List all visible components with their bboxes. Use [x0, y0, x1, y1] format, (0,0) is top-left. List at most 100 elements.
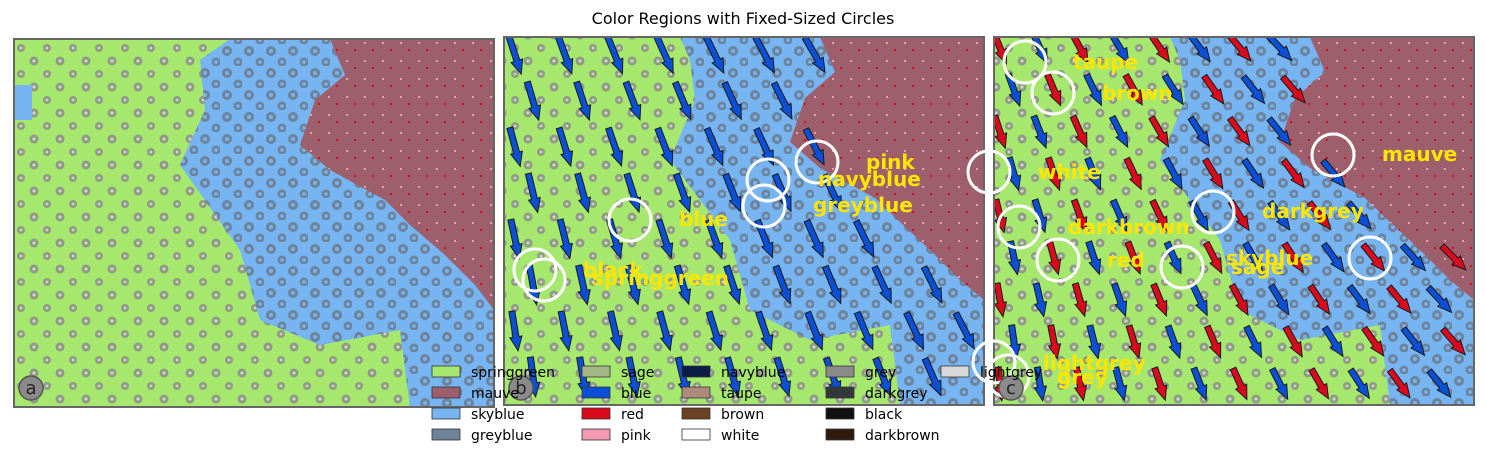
- label-mauve: mauve: [1382, 142, 1457, 166]
- arrow-blue: [1241, 157, 1265, 190]
- arrow-red: [1125, 324, 1142, 360]
- figure-title: Color Regions with Fixed-Sized Circles: [592, 9, 895, 28]
- label-red: red: [1107, 248, 1145, 272]
- legend-label-navyblue: navyblue: [721, 365, 785, 381]
- arrow-blue: [1187, 115, 1210, 148]
- arrow-blue: [802, 127, 825, 166]
- arrow-blue: [575, 264, 591, 306]
- arrow-red: [1306, 200, 1332, 231]
- arrow-red: [1043, 72, 1062, 107]
- legend-swatch-brown: [681, 407, 711, 420]
- arrow-blue: [821, 264, 842, 305]
- legend-label-grey: grey: [865, 365, 896, 381]
- legend-label-black: black: [865, 407, 903, 423]
- arrow-blue: [903, 310, 925, 351]
- arrow-blue: [555, 126, 574, 168]
- legend-swatch-greyblue: [431, 428, 461, 441]
- arrow-red: [1307, 283, 1331, 316]
- arrow-red: [1047, 324, 1062, 360]
- legend: springgreen mauve skyblue greyblue sage blue r…: [431, 365, 1042, 444]
- arrow-red: [1226, 115, 1251, 147]
- panel-c-tag: c: [1006, 378, 1016, 399]
- arrow-red: [1044, 156, 1062, 192]
- arrow-blue: [1242, 241, 1264, 274]
- arrow-blue: [654, 126, 674, 167]
- panel-b: [504, 37, 984, 405]
- arrow-red: [1439, 243, 1467, 271]
- arrow-blue: [1267, 199, 1291, 231]
- arrow-blue: [1347, 367, 1370, 400]
- arrow-blue: [1032, 282, 1048, 318]
- arrow-blue: [952, 311, 975, 350]
- arrow-blue: [1243, 324, 1263, 359]
- arrow-red: [994, 114, 1008, 150]
- arrow-blue: [755, 310, 774, 352]
- circles-b: [512, 139, 840, 303]
- arrow-red: [1123, 156, 1142, 191]
- legend-label-greyblue: greyblue: [471, 428, 533, 444]
- arrow-red: [1149, 198, 1169, 233]
- label-sage: sage: [1231, 255, 1284, 279]
- arrow-blue: [804, 310, 824, 351]
- label-greyblue: greyblue: [813, 193, 913, 217]
- arrow-blue: [1426, 368, 1452, 399]
- legend-label-taupe: taupe: [721, 386, 761, 402]
- arrow-blue: [604, 37, 624, 75]
- arrow-red: [1386, 367, 1411, 399]
- arrow-red: [1280, 157, 1305, 189]
- arrow-blue: [1268, 283, 1290, 316]
- arrow-blue: [1266, 116, 1292, 147]
- arrow-blue: [801, 37, 826, 74]
- arrow-blue: [770, 81, 793, 121]
- arrow-blue: [507, 218, 523, 260]
- arrow-blue: [1030, 114, 1048, 150]
- arrow-blue: [722, 172, 742, 213]
- arrow-blue: [1112, 366, 1128, 402]
- arrow-blue: [1004, 72, 1022, 108]
- arrow-blue: [773, 356, 792, 398]
- label-springgreen: springgreen: [592, 266, 729, 290]
- arrow-red: [1148, 115, 1170, 148]
- arrow-blue: [624, 264, 641, 306]
- arrow-blue: [1162, 156, 1183, 191]
- legend-label-red: red: [621, 407, 644, 423]
- legend-label-darkbrown: darkbrown: [865, 428, 940, 444]
- arrow-blue: [772, 264, 792, 305]
- panel-a-tag: a: [25, 378, 36, 399]
- arrow-red: [1282, 325, 1303, 359]
- label-white: white: [1038, 160, 1101, 184]
- arrow-blue: [523, 80, 542, 122]
- label-brown: brown: [1102, 81, 1173, 105]
- label-pink: pink: [866, 150, 915, 174]
- arrow-blue: [505, 37, 524, 76]
- arrow-blue: [622, 80, 642, 121]
- arrow-blue: [1033, 366, 1048, 403]
- arrow-blue: [673, 264, 692, 306]
- arrow-red: [1202, 157, 1224, 190]
- arrow-blue: [574, 172, 591, 214]
- arrow-blue: [653, 37, 674, 75]
- label-blue: blue: [679, 207, 728, 231]
- arrow-blue: [1400, 326, 1426, 357]
- arrow-blue: [1345, 200, 1373, 230]
- arrow-blue: [1399, 242, 1427, 272]
- arrow-blue: [721, 80, 742, 121]
- legend-label-springgreen: springgreen: [471, 365, 555, 381]
- arrow-blue: [607, 310, 623, 352]
- legend-swatch-taupe: [681, 386, 711, 399]
- label-navyblue: navyblue: [818, 167, 921, 191]
- legend-swatch-grey: [825, 365, 855, 378]
- arrow-blue: [871, 264, 892, 305]
- arrow-red: [1308, 367, 1330, 400]
- legend-label-blue: blue: [621, 386, 651, 402]
- arrow-blue: [506, 126, 523, 168]
- legend-swatch-lightgrey: [940, 365, 970, 378]
- arrow-blue: [1265, 37, 1293, 62]
- arrow-blue: [920, 265, 943, 305]
- arrow-red: [1124, 240, 1142, 276]
- legend-swatch-springgreen: [431, 365, 461, 378]
- legend-swatch-black: [825, 407, 855, 420]
- legend-swatch-white: [681, 428, 711, 441]
- arrow-red: [1201, 73, 1225, 105]
- arrow-red: [1151, 366, 1168, 402]
